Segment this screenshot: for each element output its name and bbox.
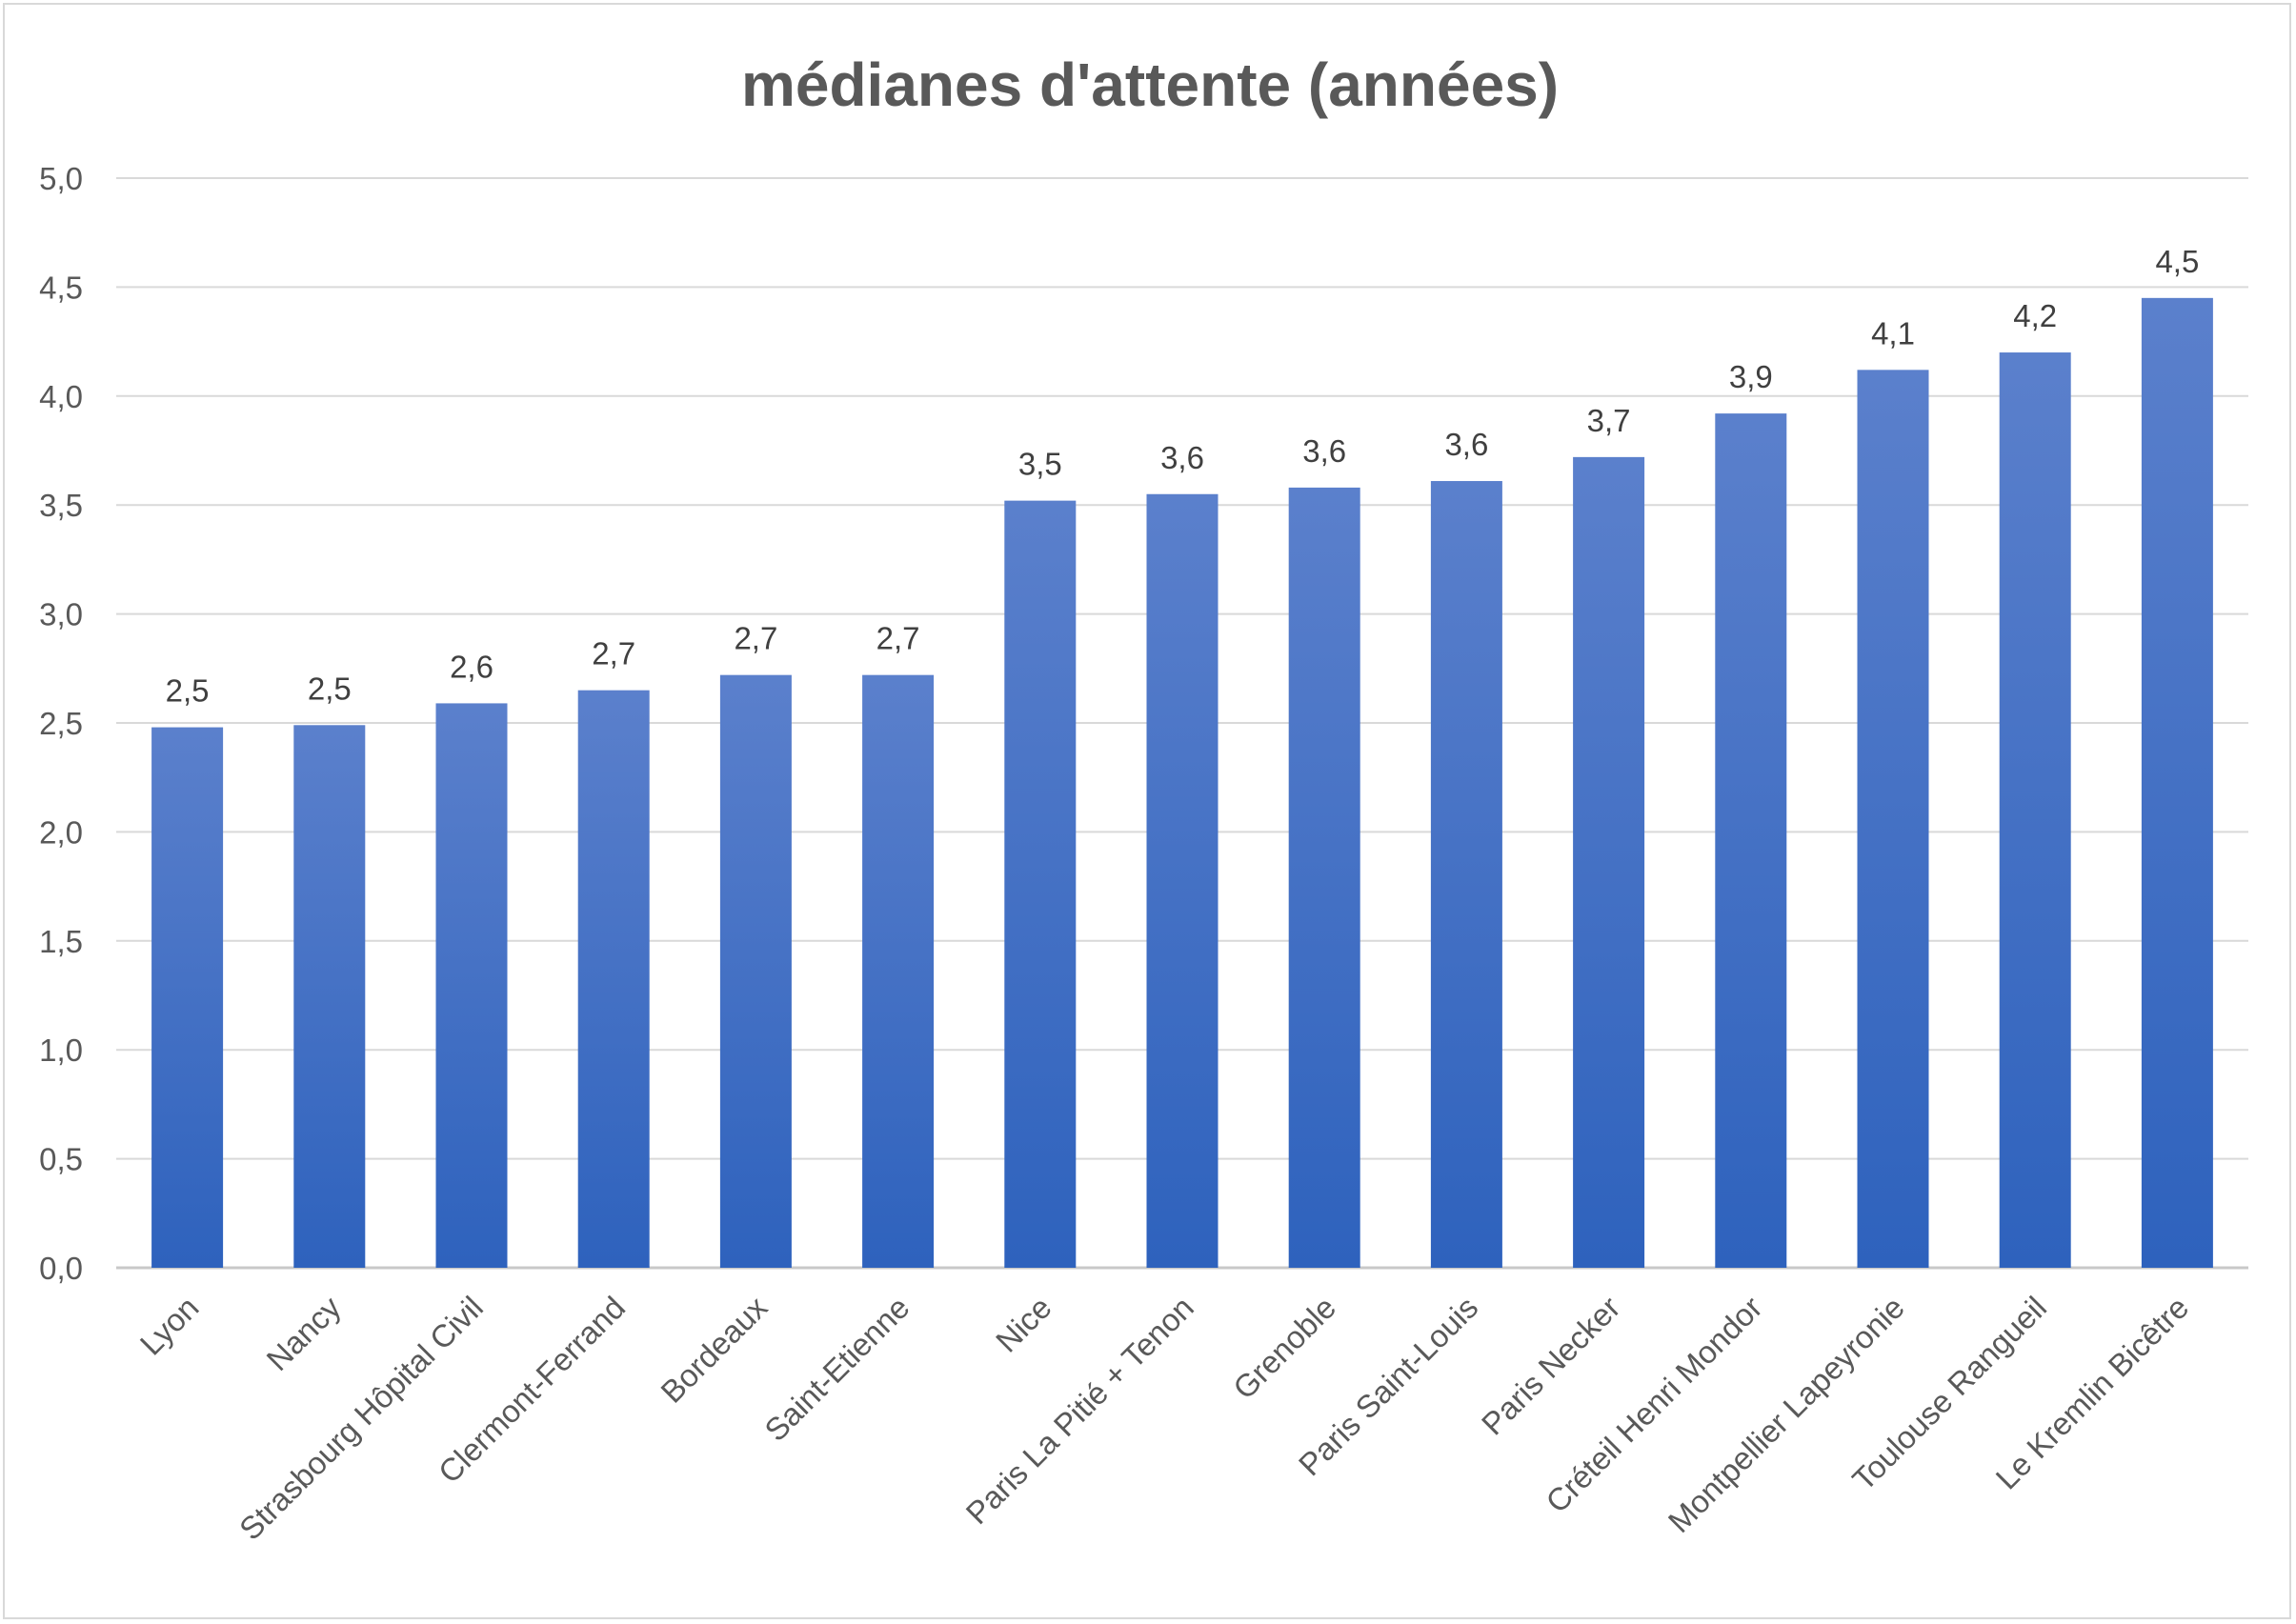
y-axis-tick-labels: 0,0 0,5 1,0 1,5 2,0 2,5 3,0 3,5 4,0 4,5 5,0	[39, 161, 83, 1286]
y-tick-label: 3,5	[39, 488, 83, 523]
data-label: 3,6	[1160, 440, 1204, 475]
bar	[1999, 352, 2071, 1268]
data-label: 4,5	[2155, 244, 2199, 279]
bar	[2141, 297, 2213, 1269]
y-tick-label: 2,5	[39, 706, 83, 741]
data-label: 3,6	[1302, 433, 1346, 469]
category-label: Nice	[989, 1290, 1058, 1359]
data-label: 2,7	[592, 636, 635, 672]
data-label: 4,1	[1871, 315, 1915, 351]
y-tick-label: 5,0	[39, 161, 83, 196]
bar	[1857, 370, 1929, 1268]
chart-frame: médianes d'attente (années) 0,0 0,5 1,0 1,5…	[3, 3, 2291, 1619]
data-label: 3,9	[1729, 359, 1773, 394]
bar	[862, 674, 935, 1268]
bar	[1146, 493, 1218, 1268]
category-label: Paris Necker	[1475, 1290, 1627, 1442]
bar	[151, 727, 224, 1268]
bar	[435, 703, 508, 1268]
y-tick-label: 2,0	[39, 814, 83, 850]
category-label: Lyon	[133, 1290, 206, 1362]
y-tick-label: 4,0	[39, 379, 83, 414]
y-tick-label: 0,5	[39, 1142, 83, 1177]
data-label: 2,6	[450, 649, 493, 684]
data-label: 2,5	[308, 671, 352, 706]
bar	[1715, 413, 1787, 1268]
category-label: Bordeaux	[654, 1289, 774, 1409]
data-label: 3,6	[1444, 427, 1488, 462]
data-label: 3,5	[1018, 447, 1062, 482]
bars	[151, 297, 2213, 1269]
data-label: 2,5	[166, 673, 210, 709]
y-tick-label: 1,0	[39, 1033, 83, 1068]
bar-chart: médianes d'attente (années) 0,0 0,5 1,0 1,5…	[39, 50, 2248, 1547]
bar	[719, 674, 792, 1268]
category-label: Montpellier Lapeyronie	[1662, 1290, 1911, 1539]
bar	[1288, 487, 1360, 1268]
data-label: 2,7	[876, 621, 920, 656]
data-label: 4,2	[2013, 298, 2057, 333]
chart-title: médianes d'attente (années)	[741, 50, 1559, 119]
y-tick-label: 1,5	[39, 924, 83, 959]
bar	[577, 690, 650, 1268]
data-labels: 2,5 2,5 2,6 2,7 2,7 2,7 3,5 3,6 3,6 3,6 3,7 3,9 4,1 4…	[166, 244, 2200, 709]
y-tick-label: 4,5	[39, 270, 83, 305]
category-label: Strasbourg Hôpital Civil	[232, 1290, 490, 1547]
y-tick-label: 3,0	[39, 597, 83, 632]
category-label: Nancy	[259, 1289, 348, 1377]
bar	[1430, 481, 1502, 1269]
bar	[293, 725, 366, 1268]
bar	[1573, 456, 1645, 1268]
category-label: Saint-Etienne	[757, 1290, 916, 1448]
data-label: 2,7	[734, 621, 777, 656]
data-label: 3,7	[1587, 403, 1631, 438]
bar	[1004, 500, 1077, 1268]
category-label: Paris La Pitié + Tenon	[959, 1290, 1200, 1531]
category-label: Grenoble	[1226, 1290, 1342, 1406]
y-tick-label: 0,0	[39, 1251, 83, 1286]
